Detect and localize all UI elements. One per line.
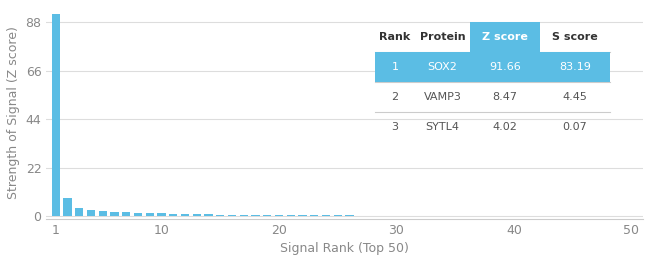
Text: VAMP3: VAMP3 <box>424 92 462 102</box>
Text: 1: 1 <box>391 62 398 72</box>
Text: Z score: Z score <box>482 32 528 42</box>
Bar <box>204 214 213 216</box>
Bar <box>169 214 177 216</box>
Bar <box>87 210 95 216</box>
Bar <box>181 214 189 216</box>
Bar <box>333 215 342 216</box>
Text: S score: S score <box>552 32 598 42</box>
Bar <box>345 215 354 216</box>
Bar <box>240 215 248 216</box>
Bar <box>122 212 131 216</box>
Text: Rank: Rank <box>380 32 411 42</box>
Text: 83.19: 83.19 <box>559 62 591 72</box>
Text: 4.45: 4.45 <box>562 92 588 102</box>
Bar <box>263 215 271 216</box>
Bar <box>287 215 295 216</box>
X-axis label: Signal Rank (Top 50): Signal Rank (Top 50) <box>280 242 409 255</box>
Text: 4.02: 4.02 <box>493 122 517 132</box>
Bar <box>134 213 142 216</box>
Text: 8.47: 8.47 <box>493 92 517 102</box>
Bar <box>310 215 318 216</box>
Y-axis label: Strength of Signal (Z score): Strength of Signal (Z score) <box>7 26 20 199</box>
Text: 91.66: 91.66 <box>489 62 521 72</box>
Bar <box>64 198 72 216</box>
Bar <box>322 215 330 216</box>
Text: 2: 2 <box>391 92 398 102</box>
Bar <box>99 211 107 216</box>
Bar <box>111 212 118 216</box>
Bar <box>275 215 283 216</box>
Bar <box>228 215 236 216</box>
Bar <box>51 14 60 216</box>
Bar <box>470 22 540 52</box>
Text: Protein: Protein <box>420 32 465 42</box>
Bar <box>75 208 83 216</box>
Text: SOX2: SOX2 <box>428 62 458 72</box>
Text: SYTL4: SYTL4 <box>426 122 460 132</box>
Bar <box>157 214 166 216</box>
Bar <box>298 215 307 216</box>
Bar <box>252 215 259 216</box>
Bar <box>146 213 154 216</box>
Bar <box>216 215 224 216</box>
Text: 0.07: 0.07 <box>563 122 588 132</box>
Text: 3: 3 <box>391 122 398 132</box>
Bar <box>192 214 201 216</box>
Bar <box>375 52 610 82</box>
